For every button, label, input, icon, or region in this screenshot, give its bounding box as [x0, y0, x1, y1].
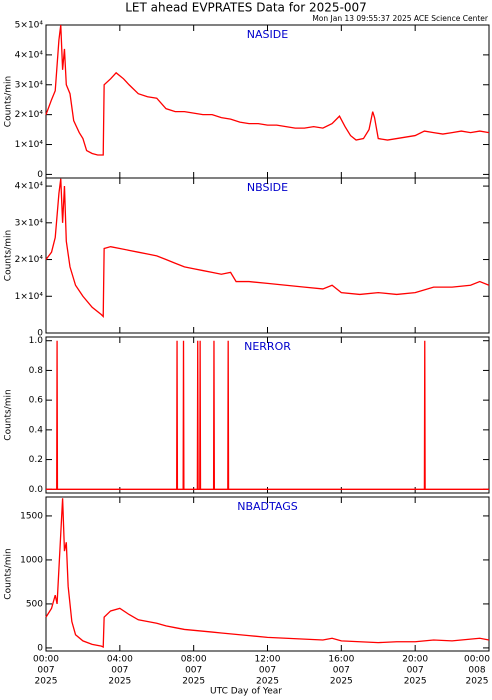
y-tick-label: 1×10⁴	[15, 140, 44, 150]
x-tick-label: 007	[111, 666, 128, 676]
y-tick-label: 0.8	[29, 366, 44, 376]
panel-frame	[45, 336, 490, 494]
x-tick-label: 00:00	[33, 655, 59, 665]
panel-title: NASIDE	[247, 28, 288, 41]
x-tick-label: 04:00	[107, 655, 133, 665]
x-tick-label: 2025	[35, 677, 58, 687]
y-tick-label: 3×10⁴	[15, 80, 44, 90]
data-line	[45, 24, 490, 156]
y-tick-label: 0.6	[29, 396, 44, 406]
y-tick-label: 1×10⁴	[15, 292, 44, 302]
x-tick-label: 008	[468, 666, 485, 676]
x-tick-label: 00:00	[464, 655, 490, 665]
y-tick-label: 2×10⁴	[15, 110, 44, 120]
data-line	[45, 178, 490, 319]
x-tick-label: 2025	[182, 677, 205, 687]
y-tick-label: 2×10⁴	[15, 255, 44, 265]
x-tick-label: 007	[259, 666, 276, 676]
panel-frame	[45, 177, 490, 334]
x-tick-label: 007	[333, 666, 350, 676]
y-tick-label: 0	[37, 329, 43, 339]
chart-subtitle: Mon Jan 13 09:55:37 2025 ACE Science Cen…	[312, 14, 489, 23]
panel-frame	[45, 24, 490, 179]
x-tick-label: 2025	[108, 677, 131, 687]
y-tick-label: 0.2	[29, 455, 43, 465]
chart-title: LET ahead EVPRATES Data for 2025-007	[125, 1, 367, 15]
panel-title: NBADTAGS	[237, 500, 297, 513]
x-tick-label: 08:00	[181, 655, 207, 665]
x-tick-label: 2025	[466, 677, 489, 687]
y-tick-label: 4×10⁴	[15, 182, 44, 192]
y-axis-label: Counts/min	[4, 76, 14, 127]
y-tick-label: 1000	[20, 555, 43, 565]
panel-title: NBSIDE	[247, 181, 288, 194]
x-tick-label: 007	[185, 666, 202, 676]
panel-title: NERROR	[244, 340, 291, 353]
panel-frame	[45, 496, 490, 652]
y-tick-label: 0	[37, 170, 43, 180]
y-tick-label: 0.4	[29, 425, 44, 435]
y-tick-label: 1.0	[29, 336, 44, 346]
x-tick-label: 2025	[330, 677, 353, 687]
y-tick-label: 4×10⁴	[15, 50, 44, 60]
y-tick-label: 0.0	[29, 485, 44, 495]
y-tick-label: 3×10⁴	[15, 218, 44, 228]
x-tick-label: 12:00	[255, 655, 281, 665]
y-axis-label: Counts/min	[4, 389, 14, 440]
y-tick-label: 5×10⁴	[15, 21, 44, 31]
y-tick-label: 0	[37, 643, 43, 653]
x-tick-label: 16:00	[328, 655, 354, 665]
y-axis-label: Counts/min	[4, 548, 14, 599]
y-tick-label: 1500	[20, 511, 43, 521]
data-line	[45, 498, 490, 649]
x-tick-label: 007	[407, 666, 424, 676]
x-tick-label: 2025	[404, 677, 427, 687]
x-axis-label: UTC Day of Year	[210, 687, 282, 697]
y-tick-label: 500	[26, 599, 43, 609]
x-tick-label: 2025	[256, 677, 279, 687]
data-line	[46, 340, 489, 490]
x-tick-label: 20:00	[402, 655, 428, 665]
y-axis-label: Counts/min	[4, 230, 14, 281]
x-tick-label: 007	[37, 666, 54, 676]
